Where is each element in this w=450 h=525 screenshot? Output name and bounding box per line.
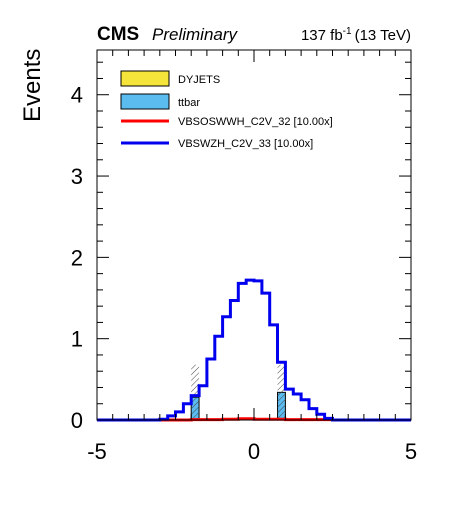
legend-label-ttbar: ttbar <box>178 97 200 109</box>
cms-label: CMS <box>97 24 139 45</box>
signal-line-vbswzh <box>97 278 411 422</box>
legend-entry-ttbar: ttbar <box>120 93 200 110</box>
axes <box>96 49 412 421</box>
legend: DYJETS ttbar VBSOSWWH_C2V_32 [10.00x] VB… <box>120 70 333 150</box>
legend-label-dyjets: DYJETS <box>178 74 220 86</box>
lumi-energy: (13 TeV) <box>355 27 411 44</box>
legend-label-vbsoswwh: VBSOSWWH_C2V_32 [10.00x] <box>178 116 333 128</box>
preliminary-label: Preliminary <box>152 25 239 44</box>
legend-entry-vbswzh: VBSWZH_C2V_33 [10.00x] <box>121 138 313 150</box>
y-tick-label: 2 <box>71 245 83 270</box>
lumi-value: 137 fb <box>301 27 343 44</box>
legend-entry-dyjets: DYJETS <box>120 70 220 87</box>
y-axis-label: Events <box>19 49 46 122</box>
y-tick-label: 1 <box>71 327 83 352</box>
uncertainty-band <box>191 364 286 420</box>
y-tick-label: 3 <box>71 164 83 189</box>
legend-entry-vbsoswwh: VBSOSWWH_C2V_32 [10.00x] <box>121 116 333 128</box>
legend-swatch-dyjets <box>120 70 170 87</box>
legend-swatch-ttbar <box>120 93 170 110</box>
y-tick-label: 0 <box>71 408 83 433</box>
luminosity-label: 137 fb-1 (13 TeV) <box>301 26 411 44</box>
y-tick-label: 4 <box>71 83 83 108</box>
x-tick-label: 0 <box>248 439 260 464</box>
signal-lines <box>97 278 411 422</box>
x-tick-label: 5 <box>405 439 417 464</box>
uncertainty-hatch <box>277 364 286 420</box>
uncertainty-hatch <box>191 364 200 420</box>
lumi-exponent: -1 <box>343 26 352 37</box>
legend-label-vbswzh: VBSWZH_C2V_33 [10.00x] <box>178 138 313 150</box>
x-tick-label: -5 <box>87 439 107 464</box>
